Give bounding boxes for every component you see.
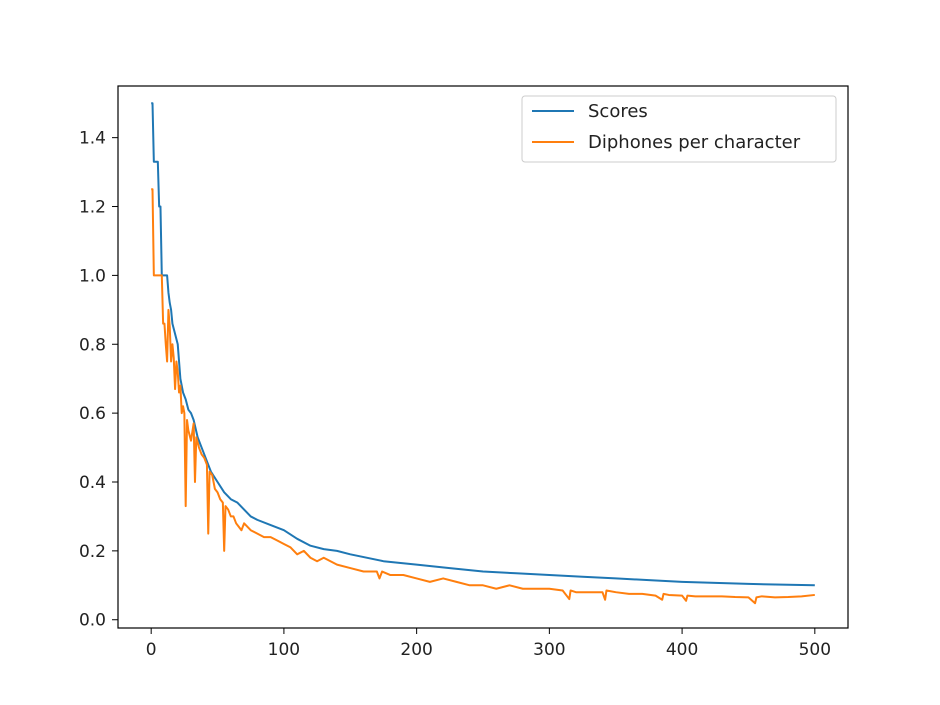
series-line-diphones-per-character xyxy=(151,188,815,605)
x-tick-label: 100 xyxy=(268,640,300,660)
x-tick-label: 300 xyxy=(533,640,565,660)
y-tick-label: 0.0 xyxy=(79,611,106,631)
series-layer xyxy=(151,102,815,605)
plot-frame xyxy=(117,85,849,629)
y-tick-label: 0.8 xyxy=(79,335,106,355)
series-line-scores xyxy=(151,102,815,587)
legend: Scores Diphones per character xyxy=(521,95,837,163)
x-tick-label: 400 xyxy=(666,640,698,660)
y-tick-label: 1.0 xyxy=(79,266,106,286)
y-axis: 0.0 0.2 0.4 0.6 0.8 1.0 1.2 1.4 xyxy=(79,129,118,631)
x-tick-label: 0 xyxy=(146,640,157,660)
legend-label-diphones-per-character: Diphones per character xyxy=(588,132,801,153)
y-tick-label: 1.2 xyxy=(79,198,106,218)
y-tick-label: 0.6 xyxy=(79,404,106,424)
x-tick-label: 200 xyxy=(400,640,432,660)
y-tick-label: 0.4 xyxy=(79,473,106,493)
legend-label-scores: Scores xyxy=(588,101,648,122)
legend-box xyxy=(521,95,837,163)
x-tick-label: 500 xyxy=(799,640,831,660)
y-tick-label: 0.2 xyxy=(79,542,106,562)
y-tick-label: 1.4 xyxy=(79,129,106,149)
x-axis: 0 100 200 300 400 500 xyxy=(146,628,831,660)
